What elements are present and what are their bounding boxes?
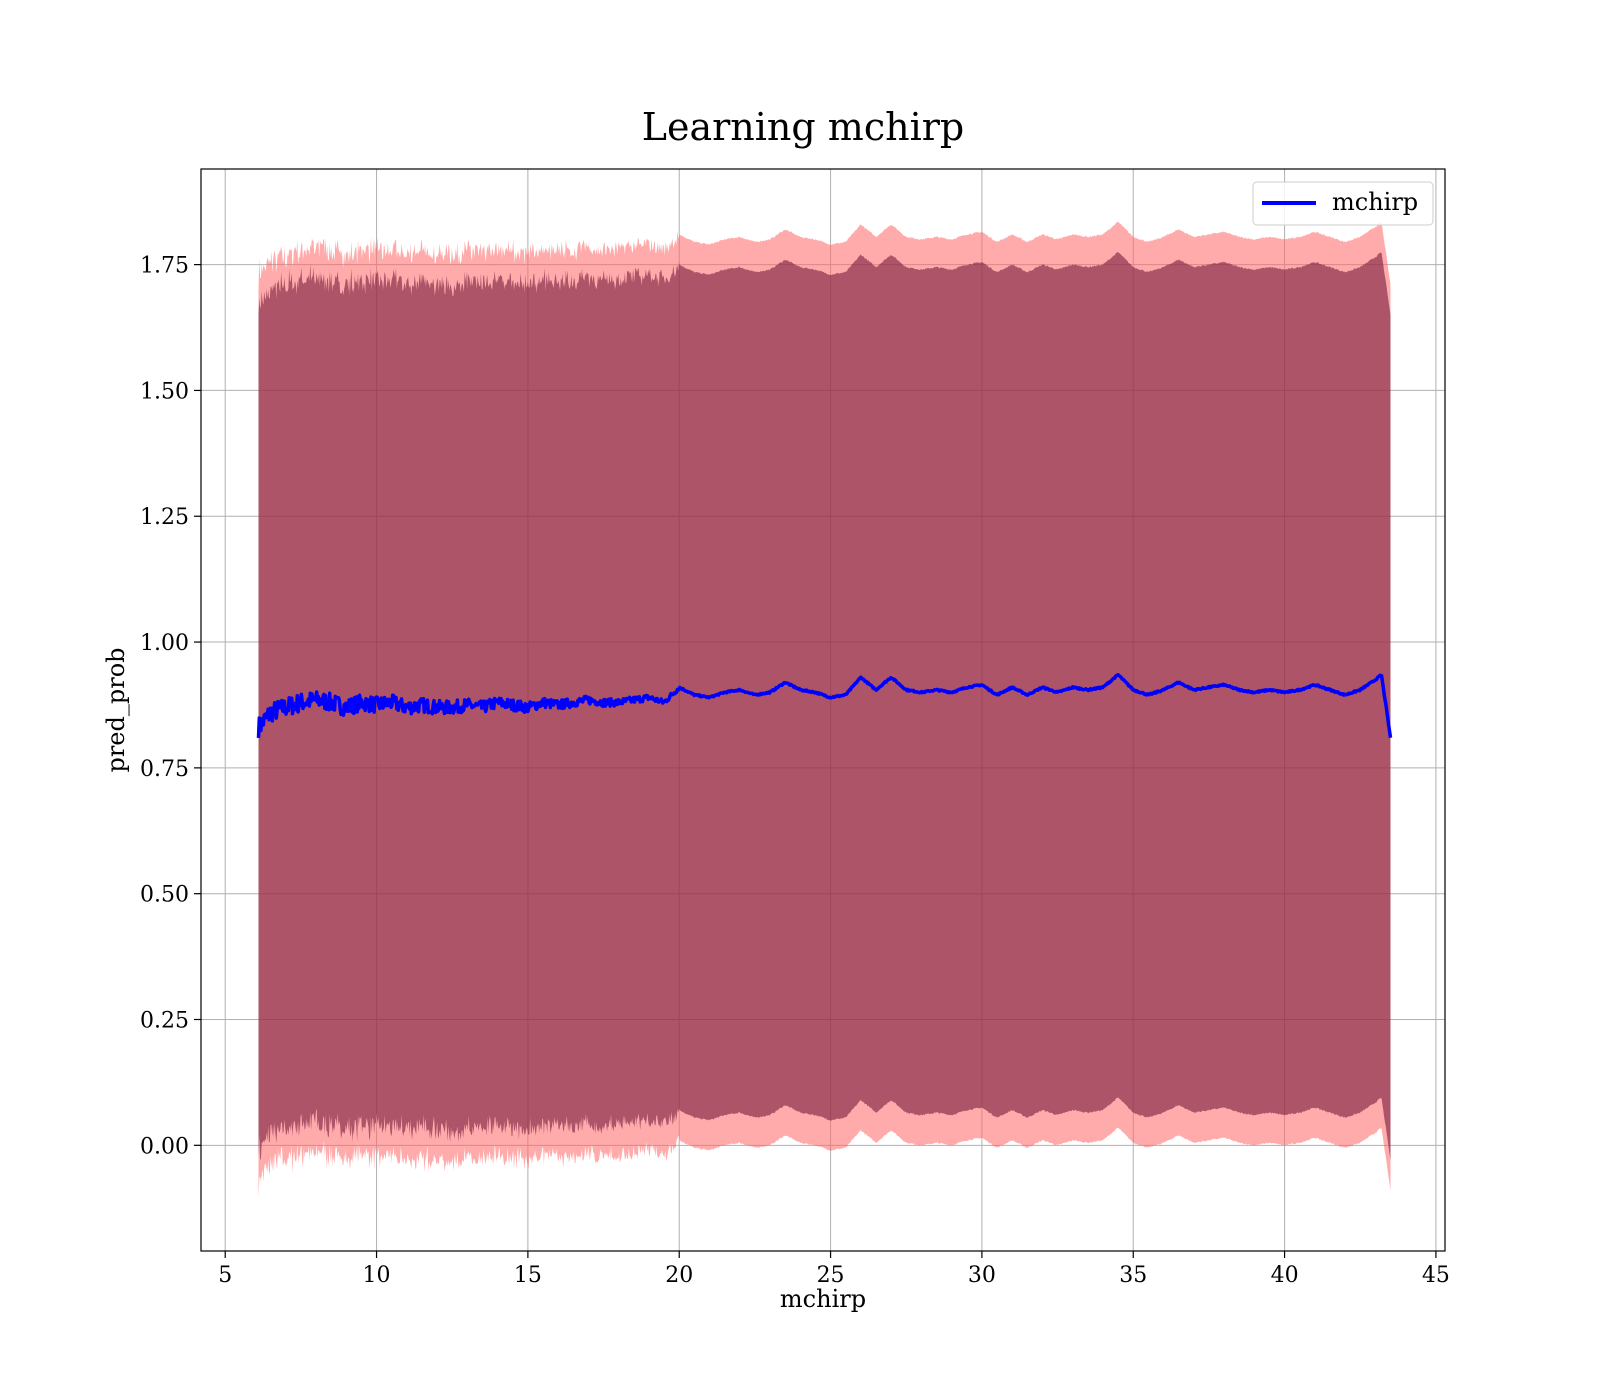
x-tick-label-1: 10 [363,1263,391,1288]
x-tick-label-3: 20 [665,1263,693,1288]
inner-band [258,252,1391,1161]
y-tick-label-7: 1.75 [140,254,189,279]
x-tick-label-6: 35 [1119,1263,1147,1288]
y-axis-label: pred_prob [102,647,130,772]
y-tick-label-2: 0.50 [140,883,189,908]
chart-title: Learning mchirp [642,105,964,149]
x-tick-label-0: 5 [218,1263,232,1288]
x-tick-label-4: 25 [817,1263,845,1288]
plot-frame [200,168,1446,1252]
y-tick-label-6: 1.50 [140,379,189,404]
x-tick-label-2: 15 [514,1263,542,1288]
x-axis-ticks: 5 10 15 20 25 30 35 40 45 [218,1251,1450,1288]
legend: mchirp [1252,181,1434,226]
x-tick-label-5: 30 [968,1263,996,1288]
series-lines [256,673,1393,738]
x-tick-label-7: 40 [1271,1263,1299,1288]
y-tick-label-0: 0.00 [140,1134,189,1159]
x-tick-label-8: 45 [1422,1263,1450,1288]
y-tick-label-5: 1.25 [140,505,189,530]
uncertainty-bands [258,221,1391,1198]
y-axis-ticks: 0.00 0.25 0.50 0.75 1.00 1.25 1.50 1.75 [140,254,201,1159]
y-tick-label-1: 0.25 [140,1009,189,1034]
series-line-mchirp [256,673,1393,738]
y-tick-label-3: 0.75 [140,757,189,782]
legend-label: mchirp [1332,188,1418,216]
y-tick-label-4: 1.00 [140,631,189,656]
x-axis-label: mchirp [780,1285,866,1313]
legend-box [1252,181,1434,226]
